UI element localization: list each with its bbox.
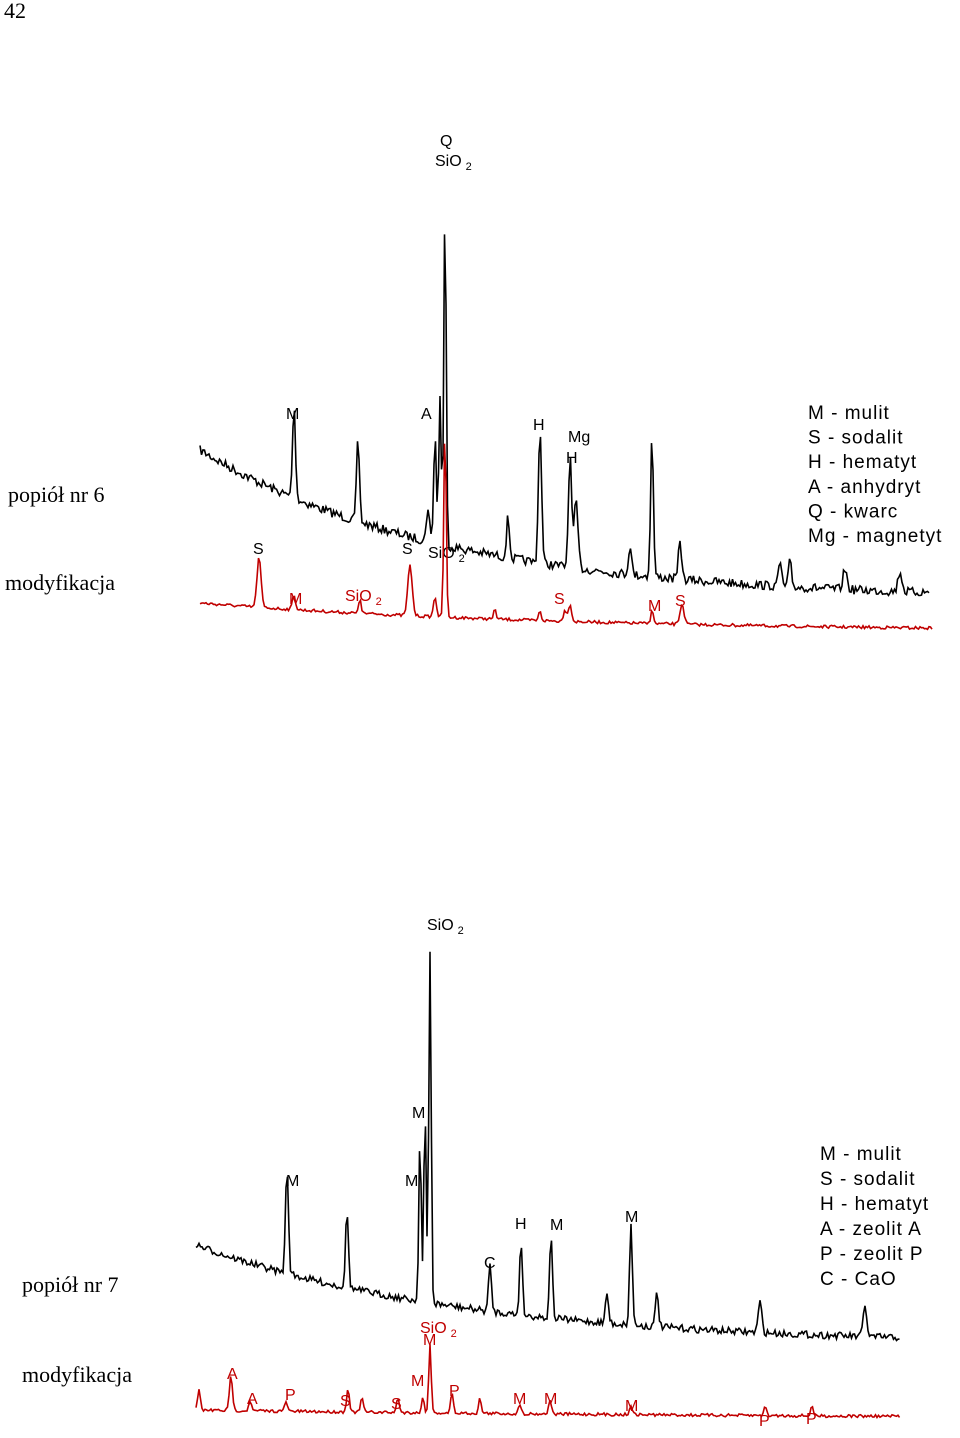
peak-label-text: M (513, 1391, 526, 1408)
peak-label: S (554, 591, 565, 608)
peak-label: A (227, 1366, 238, 1383)
legend-entry: C - CaO (820, 1269, 897, 1290)
peak-label-text: A (421, 406, 432, 423)
peak-label-text: SiO (435, 153, 462, 170)
peak-label: M (405, 1173, 418, 1190)
peak-label: M (423, 1332, 436, 1349)
legend-entry: S - sodalit (808, 428, 903, 449)
peak-label-text: M (648, 598, 661, 615)
peak-label-text: M (286, 406, 299, 423)
peak-label-sub: 2 (376, 596, 382, 608)
peak-label-text: H (533, 417, 545, 434)
peak-label: SiO 2 (435, 153, 472, 173)
peak-label: SiO 2 (427, 917, 464, 937)
legend-entry: Q - kwarc (808, 501, 898, 522)
peak-label-text: M (412, 1105, 425, 1122)
peak-label-sub: 2 (459, 553, 465, 565)
legend-entry: P - zeolit P (820, 1244, 924, 1265)
peak-label-text: M (625, 1209, 638, 1226)
peak-label-text: S (402, 541, 413, 558)
peak-label: H (515, 1216, 527, 1233)
peak-label-text: SiO (428, 545, 455, 562)
peak-label-text: P (806, 1411, 817, 1428)
diffraction-trace (199, 443, 933, 631)
peak-label: S (402, 541, 413, 558)
peak-label-text: H (566, 450, 578, 467)
diffraction-trace (195, 1344, 901, 1420)
peak-label: S (675, 593, 686, 610)
peak-label: M (411, 1373, 424, 1390)
legend-entry: Mg - magnetyt (808, 526, 942, 547)
peak-label: P (806, 1411, 817, 1428)
peak-label: SiO 2 (420, 1320, 457, 1340)
peak-label-text: SiO (420, 1320, 447, 1337)
peak-label: P (759, 1413, 770, 1430)
peak-label: M (544, 1391, 557, 1408)
peak-label: P (285, 1387, 296, 1404)
peak-label: S (340, 1393, 351, 1410)
peak-label-text: M (405, 1173, 418, 1190)
page-number: 42 (4, 0, 26, 23)
legend-entry: H - hematyt (820, 1194, 929, 1215)
peak-label: Mg (568, 429, 590, 446)
peak-label-text: SiO (427, 917, 454, 934)
peak-label: M (286, 1173, 299, 1190)
peak-label-text: P (449, 1383, 460, 1400)
legend-entry: S - sodalit (820, 1169, 915, 1190)
peak-label-text: S (340, 1393, 351, 1410)
peak-label: A (421, 406, 432, 423)
peak-label-sub: 2 (466, 161, 472, 173)
peak-label: H (566, 450, 578, 467)
legend-entry: A - anhydryt (808, 477, 921, 498)
peak-label-text: M (544, 1391, 557, 1408)
legend-entry: M - mulit (820, 1144, 902, 1165)
peak-label: M (550, 1217, 563, 1234)
peak-label-text: M (286, 1173, 299, 1190)
diffraction-trace (195, 951, 900, 1342)
peak-label-text: Mg (568, 429, 590, 446)
peak-label: M (286, 406, 299, 423)
modified-label: modyfikacja (22, 1362, 132, 1387)
legend-entry: M - mulit (808, 403, 890, 424)
peak-label: SiO 2 (345, 588, 382, 608)
sample-label: popiół nr 6 (8, 482, 105, 507)
peak-label-text: S (253, 541, 264, 558)
peak-label-text: P (285, 1387, 296, 1404)
legend-entry: A - zeolit A (820, 1219, 922, 1240)
peak-label-text: SiO (345, 588, 372, 605)
peak-label: Q (440, 133, 452, 150)
peak-label-text: M (550, 1217, 563, 1234)
peak-label-text: S (675, 593, 686, 610)
peak-label: S (253, 541, 264, 558)
peak-label: P (449, 1383, 460, 1400)
peak-label-text: Q (440, 133, 452, 150)
peak-label: SiO 2 (428, 545, 465, 565)
modified-label: modyfikacja (5, 570, 115, 595)
peak-label-text: A (247, 1391, 258, 1408)
diffraction-trace (199, 234, 930, 597)
peak-label: A (247, 1391, 258, 1408)
peak-label: M (412, 1105, 425, 1122)
peak-label-text: P (759, 1413, 770, 1430)
peak-label-sub: 2 (451, 1328, 457, 1340)
legend-entry: H - hematyt (808, 452, 917, 473)
peak-label-text: H (515, 1216, 527, 1233)
peak-label-text: M (423, 1332, 436, 1349)
peak-label: M (625, 1209, 638, 1226)
peak-label-text: A (227, 1366, 238, 1383)
peak-label-sub: 2 (458, 925, 464, 937)
peak-label: M (513, 1391, 526, 1408)
peak-label: H (533, 417, 545, 434)
peak-label-text: S (554, 591, 565, 608)
peak-label-text: M (411, 1373, 424, 1390)
sample-label: popiół nr 7 (22, 1272, 119, 1297)
peak-label: M (648, 598, 661, 615)
